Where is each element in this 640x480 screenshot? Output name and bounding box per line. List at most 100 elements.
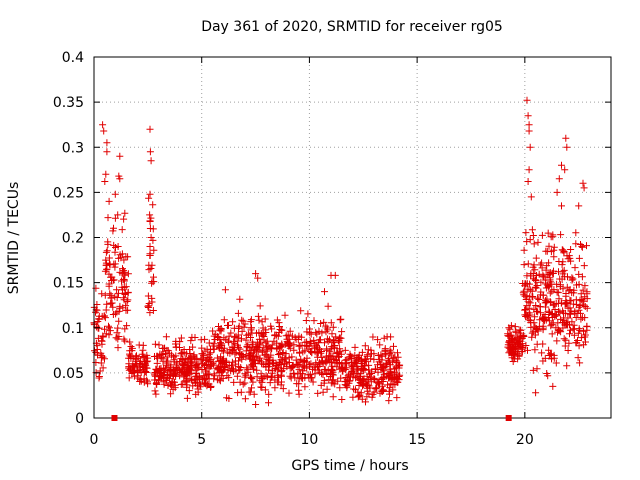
- data-point: [239, 317, 247, 325]
- data-point: [509, 358, 517, 365]
- data-point: [270, 337, 278, 345]
- data-point: [177, 367, 185, 375]
- data-point: [524, 112, 532, 120]
- data-point: [102, 330, 110, 338]
- data-point: [338, 396, 346, 403]
- data-point: [380, 334, 388, 342]
- data-point: [104, 238, 112, 246]
- data-point: [119, 275, 127, 283]
- data-point: [543, 262, 551, 270]
- data-point: [271, 332, 279, 340]
- data-point: [369, 333, 377, 341]
- data-point: [303, 358, 311, 366]
- data-point: [554, 326, 562, 334]
- data-point: [583, 288, 591, 296]
- data-point: [164, 382, 172, 389]
- data-point: [565, 339, 573, 347]
- data-point: [187, 375, 195, 383]
- data-point: [386, 346, 394, 354]
- data-point: [380, 370, 388, 378]
- data-point: [339, 365, 346, 373]
- data-point: [238, 327, 246, 335]
- data-point: [258, 347, 266, 355]
- data-point: [259, 324, 267, 332]
- data-point: [234, 389, 242, 397]
- data-point: [93, 306, 101, 314]
- data-point: [566, 296, 574, 304]
- data-point: [524, 285, 532, 293]
- data-point: [575, 306, 583, 314]
- data-point: [183, 358, 191, 366]
- data-point: [580, 184, 588, 192]
- data-point: [307, 330, 315, 338]
- data-point: [192, 372, 200, 380]
- data-point: [209, 327, 217, 335]
- data-point: [563, 300, 571, 307]
- data-point: [122, 253, 130, 261]
- data-point: [222, 357, 230, 365]
- data-point: [261, 386, 269, 394]
- data-point: [552, 359, 560, 367]
- data-point: [179, 361, 187, 369]
- data-point: [549, 233, 557, 241]
- data-point: [549, 382, 557, 390]
- data-point: [113, 308, 121, 316]
- data-point: [523, 312, 531, 320]
- data-point: [315, 345, 323, 353]
- data-point: [393, 394, 401, 402]
- data-point: [101, 314, 109, 322]
- data-point: [556, 283, 564, 291]
- data-point: [532, 276, 540, 284]
- data-point: [583, 323, 591, 331]
- data-point: [331, 356, 339, 364]
- data-point: [322, 322, 330, 330]
- data-point: [566, 286, 574, 294]
- data-point: [154, 354, 162, 362]
- data-point: [321, 339, 328, 347]
- data-point: [105, 270, 113, 278]
- data-point: [531, 313, 539, 321]
- data-point: [254, 274, 262, 282]
- data-point: [558, 261, 566, 269]
- data-point: [119, 294, 127, 302]
- data-point: [318, 329, 326, 337]
- data-point: [98, 352, 106, 360]
- data-point: [267, 374, 275, 382]
- data-point: [317, 349, 325, 357]
- data-point: [188, 333, 196, 341]
- data-point: [540, 273, 548, 281]
- data-point: [563, 143, 571, 151]
- data-point: [209, 342, 217, 350]
- data-point: [121, 268, 129, 276]
- data-point: [374, 336, 382, 344]
- data-point: [570, 321, 578, 329]
- data-point: [246, 388, 254, 396]
- data-point: [105, 254, 113, 262]
- data-point: [123, 322, 131, 330]
- data-point: [371, 365, 379, 373]
- data-point: [229, 338, 237, 346]
- data-point: [357, 370, 365, 378]
- data-point: [241, 379, 249, 387]
- data-point: [352, 386, 359, 394]
- data-point: [324, 366, 332, 374]
- data-point: [321, 288, 328, 296]
- data-point: [157, 354, 165, 362]
- data-point: [520, 261, 528, 269]
- data-point: [122, 283, 130, 291]
- data-point: [537, 309, 544, 317]
- data-point: [533, 325, 540, 333]
- data-point: [145, 194, 153, 202]
- data-point: [520, 287, 528, 295]
- data-point: [296, 342, 304, 349]
- data-point: [581, 282, 589, 290]
- data-point: [131, 360, 139, 368]
- data-point: [205, 339, 213, 347]
- data-point: [558, 202, 565, 210]
- data-point: [324, 337, 332, 345]
- data-point: [567, 246, 575, 253]
- data-point: [515, 333, 523, 341]
- data-point: [145, 261, 153, 269]
- data-point: [169, 378, 177, 386]
- data-point: [366, 384, 374, 392]
